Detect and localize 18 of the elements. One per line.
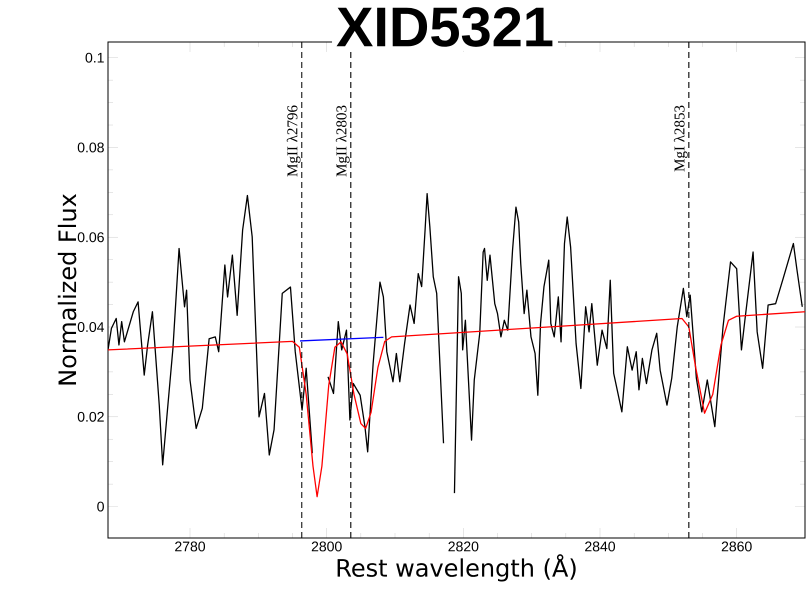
y-tick-label: 0.08 (78, 142, 104, 152)
x-tick-label: 2780 (175, 542, 206, 552)
x-tick-label: 2820 (448, 542, 478, 552)
ref-line-label: MgII λ2803 (336, 106, 350, 176)
y-tick-label: 0.02 (78, 412, 104, 422)
ref-line-label: MgI λ2853 (674, 106, 688, 172)
y-tick-label: 0.06 (78, 232, 104, 242)
x-tick-label: 2800 (312, 542, 342, 552)
y-tick-label: 0 (97, 502, 104, 512)
x-axis-title: Rest wavelength (Å) (338, 554, 576, 582)
x-tick-label: 2860 (722, 542, 752, 552)
y-tick-label: 0.04 (78, 322, 104, 332)
x-tick-label: 2840 (585, 542, 616, 552)
y-axis-title: Normalized Flux (58, 194, 76, 384)
ref-line-label: MgII λ2796 (286, 105, 301, 176)
line-series (108, 311, 805, 498)
chart-title: XID5321 (336, 7, 552, 47)
y-tick-label: 0.1 (86, 52, 104, 63)
